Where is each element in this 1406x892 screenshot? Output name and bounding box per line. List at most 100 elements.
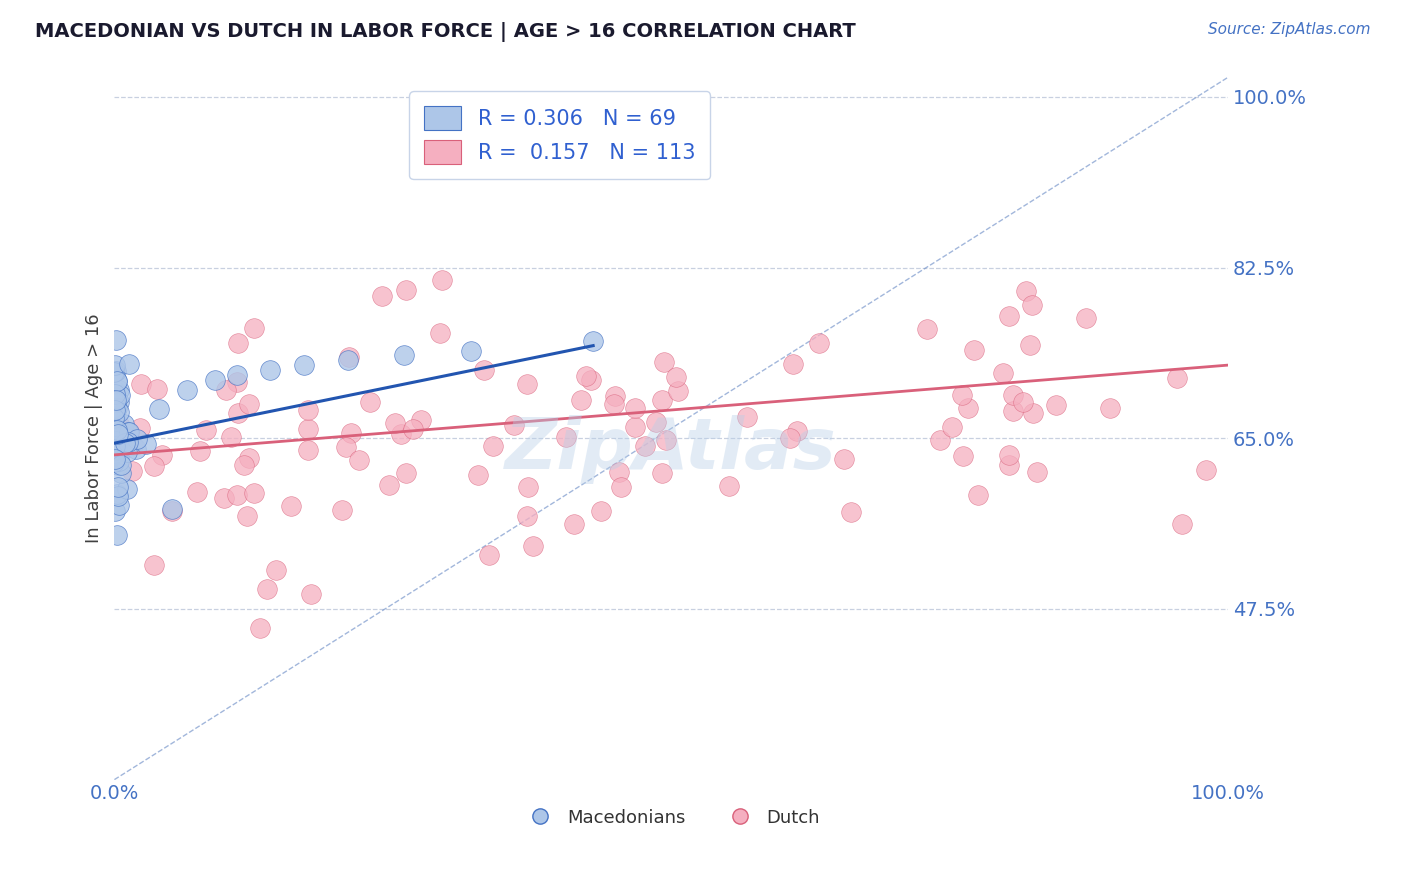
Point (1166, 371, 1188, 385)
Point (292, 358, 315, 372)
Point (105, 363, 128, 377)
Point (1019, 337, 1042, 351)
Text: MACEDONIAN VS DUTCH IN LABOR FORCE | AGE > 16 CORRELATION CHART: MACEDONIAN VS DUTCH IN LABOR FORCE | AGE… (35, 22, 856, 42)
Y-axis label: In Labor Force | Age > 16: In Labor Force | Age > 16 (86, 314, 103, 543)
Point (998, 448, 1021, 462)
Point (226, 406, 249, 420)
Point (226, 336, 249, 351)
Point (105, 401, 128, 415)
Point (242, 485, 264, 500)
Point (194, 423, 217, 437)
Point (186, 484, 208, 499)
Point (118, 425, 141, 440)
Point (503, 417, 526, 432)
Legend: Macedonians, Dutch: Macedonians, Dutch (515, 801, 828, 834)
Point (330, 503, 353, 517)
Point (107, 454, 129, 468)
Point (651, 466, 673, 480)
Point (103, 429, 125, 443)
Point (110, 466, 132, 480)
Point (150, 448, 173, 462)
Point (832, 452, 855, 467)
Point (952, 449, 974, 463)
Point (297, 422, 319, 436)
Point (108, 450, 131, 465)
Point (280, 499, 302, 513)
Point (472, 363, 495, 377)
Point (655, 433, 678, 447)
Point (125, 432, 148, 446)
Text: Source: ZipAtlas.com: Source: ZipAtlas.com (1208, 22, 1371, 37)
Point (129, 421, 152, 435)
Point (589, 504, 612, 518)
Point (238, 396, 260, 410)
Point (1002, 388, 1025, 402)
Point (107, 394, 129, 409)
Point (256, 582, 278, 597)
Point (105, 487, 128, 501)
Point (402, 422, 425, 436)
Point (299, 587, 322, 601)
Point (108, 388, 131, 402)
Point (105, 528, 128, 542)
Point (297, 442, 319, 457)
Point (103, 411, 125, 425)
Point (575, 368, 598, 383)
Point (105, 438, 128, 452)
Point (108, 499, 131, 513)
Point (623, 401, 645, 415)
Point (176, 383, 198, 397)
Point (522, 540, 544, 554)
Point (409, 413, 432, 427)
Point (941, 419, 963, 434)
Point (337, 353, 360, 368)
Point (517, 480, 540, 494)
Point (104, 446, 127, 460)
Point (104, 451, 127, 466)
Point (105, 423, 128, 437)
Point (634, 439, 657, 453)
Point (117, 425, 139, 440)
Point (117, 435, 139, 450)
Point (105, 435, 128, 450)
Point (582, 334, 605, 348)
Point (107, 427, 129, 442)
Point (609, 480, 631, 494)
Point (297, 402, 319, 417)
Point (160, 501, 183, 516)
Point (114, 436, 136, 450)
Point (395, 284, 418, 298)
Point (107, 489, 129, 503)
Point (482, 439, 505, 453)
Point (107, 383, 129, 397)
Point (478, 548, 501, 562)
Point (624, 419, 647, 434)
Point (148, 402, 170, 417)
Point (569, 393, 592, 408)
Point (962, 343, 984, 357)
Point (105, 333, 128, 347)
Point (103, 457, 125, 471)
Point (104, 439, 127, 453)
Point (110, 458, 132, 472)
Point (135, 437, 157, 451)
Point (143, 458, 166, 473)
Point (966, 488, 988, 502)
Point (108, 419, 131, 434)
Point (371, 289, 394, 303)
Point (603, 396, 626, 410)
Point (644, 415, 666, 429)
Point (104, 358, 127, 372)
Point (105, 434, 128, 448)
Point (957, 401, 980, 415)
Point (665, 370, 688, 384)
Point (188, 444, 211, 458)
Point (104, 403, 127, 417)
Point (103, 365, 125, 379)
Point (238, 450, 260, 465)
Point (807, 335, 830, 350)
Point (226, 488, 249, 502)
Point (104, 421, 127, 435)
Point (1021, 298, 1043, 312)
Point (654, 354, 676, 368)
